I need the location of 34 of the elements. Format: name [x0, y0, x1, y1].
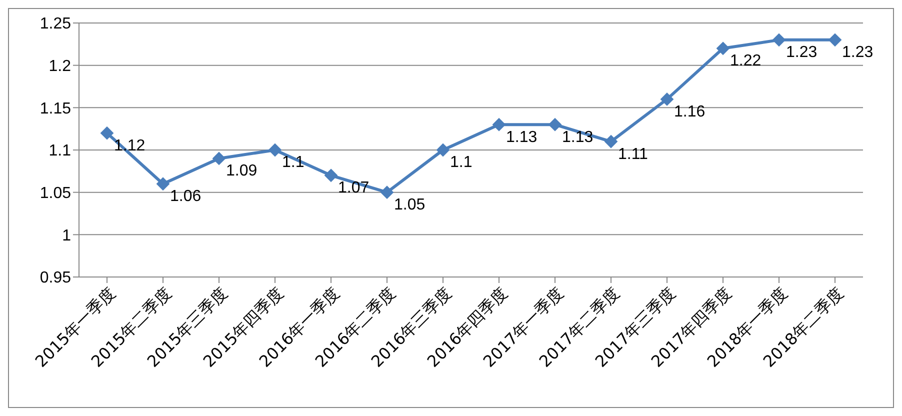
y-tick-label: 1	[62, 227, 72, 244]
point	[324, 168, 338, 182]
point	[716, 42, 730, 55]
data-label: 1.07	[338, 180, 370, 197]
point	[380, 186, 394, 199]
data-label: 1.09	[226, 162, 258, 180]
data-label: 1.1	[450, 154, 472, 172]
point	[772, 33, 786, 46]
y-tick-label: 1.15	[40, 100, 72, 118]
data-label: 1.16	[674, 103, 706, 120]
point	[660, 92, 674, 106]
y-tick-label: 0.95	[40, 270, 72, 287]
data-label: 1.13	[562, 128, 594, 146]
data-label: 1.23	[842, 44, 874, 62]
data-label: 1.22	[730, 52, 762, 70]
data-label: 1.05	[394, 196, 426, 214]
point	[212, 152, 226, 165]
data-label: 1.13	[506, 128, 538, 146]
data-label: 1.11	[618, 146, 648, 163]
point	[436, 144, 450, 156]
y-tick-label: 1.05	[40, 185, 72, 202]
point	[156, 177, 170, 190]
y-tick-label: 1.1	[48, 142, 72, 160]
point	[492, 118, 506, 132]
data-label: 1.23	[786, 44, 818, 62]
y-tick-label: 1.25	[40, 16, 72, 33]
data-label: 1.06	[170, 188, 202, 206]
data-label: 1.1	[282, 154, 304, 172]
point	[100, 126, 114, 140]
point	[268, 144, 282, 156]
point	[828, 33, 842, 46]
y-tick-label: 1.2	[48, 58, 72, 76]
point	[604, 135, 618, 148]
point	[548, 118, 562, 132]
